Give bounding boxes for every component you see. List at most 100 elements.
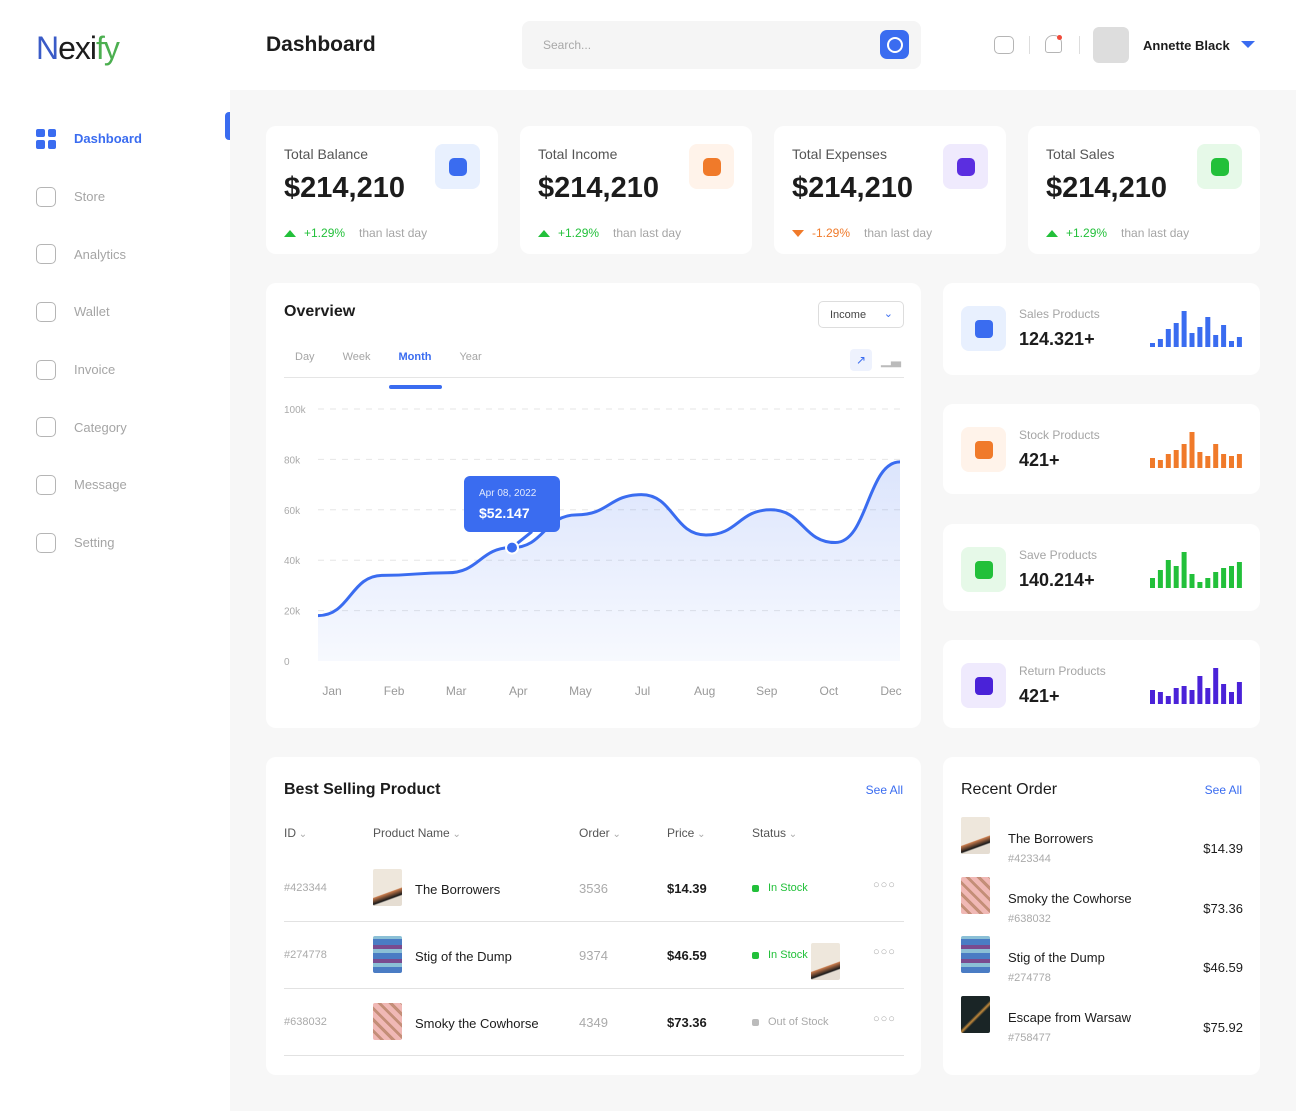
see-all-link[interactable]: See All (1204, 783, 1242, 797)
product-price: $46.59 (667, 948, 707, 963)
store-icon (36, 186, 56, 207)
sidebar-item-setting[interactable]: Setting (36, 514, 230, 572)
mini-bar (1229, 341, 1234, 347)
tag-icon (943, 144, 988, 189)
sidebar-item-message[interactable]: Message (36, 456, 230, 514)
mini-bar (1221, 684, 1227, 704)
message-icon[interactable] (994, 36, 1014, 54)
product-stat-card: Sales Products 124.321+ (943, 283, 1260, 375)
product-thumbnail (961, 817, 990, 854)
mini-bar (1236, 454, 1242, 468)
order-id: #638032 (1008, 912, 1051, 925)
x-tick-label: Jul (635, 684, 650, 698)
mini-bar (1213, 444, 1219, 468)
sidebar-item-store[interactable]: Store (36, 168, 230, 226)
mini-bar (1165, 696, 1171, 704)
column-header-order[interactable]: Order (579, 826, 621, 840)
tab-day[interactable]: Day (295, 351, 315, 363)
stat-value: $214,210 (284, 172, 405, 204)
wallet-icon (36, 301, 56, 322)
y-tick-label: 40k (284, 556, 301, 567)
x-tick-label: Dec (880, 684, 901, 698)
divider (1079, 36, 1080, 54)
mini-bar (1205, 317, 1211, 347)
more-options-icon[interactable]: ○○○ (873, 946, 896, 958)
shopping-bag-icon (1197, 144, 1242, 189)
column-header-product-name[interactable]: Product Name (373, 826, 461, 840)
table-row[interactable]: #423344 The Borrowers 3536 $14.39 In Sto… (284, 855, 904, 922)
tab-month[interactable]: Month (387, 349, 443, 389)
column-header-id[interactable]: ID (284, 826, 307, 840)
product-stat-value: 140.214+ (1019, 570, 1095, 590)
chevron-down-icon[interactable] (1241, 41, 1255, 48)
gear-icon (36, 532, 56, 553)
mini-bar (1205, 578, 1211, 588)
mini-bar (1173, 323, 1179, 347)
product-stat-value: 421+ (1019, 686, 1060, 706)
tab-week[interactable]: Week (342, 351, 371, 363)
user-name[interactable]: Annette Black (1143, 38, 1230, 53)
stat-change-suffix: than last day (1121, 226, 1190, 240)
mini-bar (1181, 552, 1187, 588)
product-order: 4349 (579, 1015, 608, 1030)
sidebar-item-analytics[interactable]: Analytics (36, 225, 230, 283)
tab-year[interactable]: Year (459, 351, 482, 363)
column-header-status[interactable]: Status (752, 826, 797, 840)
more-options-icon[interactable]: ○○○ (873, 879, 896, 891)
avatar[interactable] (1093, 27, 1129, 63)
list-item[interactable]: Stig of the Dump #274778 $46.59 (961, 936, 1243, 995)
mini-bar (1213, 668, 1219, 704)
mini-bar-chart (1150, 668, 1242, 704)
stat-card: Total Sales $214,210 +1.29% than last day (1028, 126, 1260, 254)
section-title: Recent Order (961, 781, 1058, 798)
table-row[interactable]: #274778 Stig of the Dump 9374 $46.59 In … (284, 922, 904, 989)
search-button[interactable] (880, 30, 909, 59)
list-item[interactable]: Smoky the Cowhorse #638032 $73.36 (961, 876, 1243, 936)
list-item[interactable]: The Borrowers #423344 $14.39 (961, 817, 1243, 876)
x-tick-label: Mar (446, 684, 467, 698)
x-tick-label: Apr (509, 684, 528, 698)
order-product-name: Escape from Warsaw (1008, 1009, 1132, 1025)
overview-dropdown[interactable]: Income ⌄ (818, 301, 904, 328)
sidebar-item-dashboard[interactable]: Dashboard (36, 110, 230, 168)
sidebar-item-wallet[interactable]: Wallet (36, 283, 230, 341)
mini-bar (1165, 329, 1171, 347)
wallet-icon (435, 144, 480, 189)
mini-bar (1213, 572, 1219, 588)
mini-bar (1236, 682, 1242, 704)
product-stat-label: Sales Products (1019, 307, 1100, 321)
section-title: Best Selling Product (284, 781, 441, 798)
product-id: #638032 (284, 1016, 327, 1028)
stat-label: Total Expenses (792, 146, 887, 162)
mini-bar (1181, 686, 1187, 704)
logo[interactable]: Nexify (36, 30, 120, 66)
order-product-name: The Borrowers (1008, 831, 1094, 846)
return-icon (961, 663, 1006, 708)
mini-bar (1197, 327, 1203, 347)
sidebar-item-category[interactable]: Category (36, 398, 230, 456)
more-options-icon[interactable]: ○○○ (873, 1013, 896, 1025)
product-stat-value: 124.321+ (1019, 329, 1095, 349)
stat-value: $214,210 (792, 172, 913, 204)
column-header-price[interactable]: Price (667, 826, 706, 840)
x-tick-label: May (569, 684, 592, 698)
list-item[interactable]: Escape from Warsaw #758477 $75.92 (961, 995, 1243, 1055)
line-chart-icon[interactable]: ↗ (850, 349, 872, 371)
stat-value: $214,210 (538, 172, 659, 204)
table-row[interactable]: #638032 Smoky the Cowhorse 4349 $73.36 O… (284, 989, 904, 1056)
product-price: $73.36 (667, 1015, 707, 1030)
see-all-link[interactable]: See All (865, 783, 903, 797)
trend-up-icon (1046, 229, 1058, 237)
chart-tooltip: Apr 08, 2022 $52.147 (464, 475, 560, 532)
product-name[interactable]: The Borrowers (415, 882, 501, 897)
bell-icon[interactable] (1045, 35, 1062, 53)
mini-bar (1181, 311, 1187, 347)
product-name[interactable]: Smoky the Cowhorse (415, 1016, 539, 1031)
sidebar-item-invoice[interactable]: Invoice (36, 341, 230, 399)
stat-change-suffix: than last day (864, 226, 933, 240)
bar-chart-icon[interactable]: ▁▃ (881, 352, 901, 367)
search-input[interactable]: Search... (522, 21, 921, 69)
product-thumbnail (961, 876, 990, 914)
highlight-point[interactable] (505, 540, 519, 555)
product-name[interactable]: Stig of the Dump (415, 949, 512, 964)
